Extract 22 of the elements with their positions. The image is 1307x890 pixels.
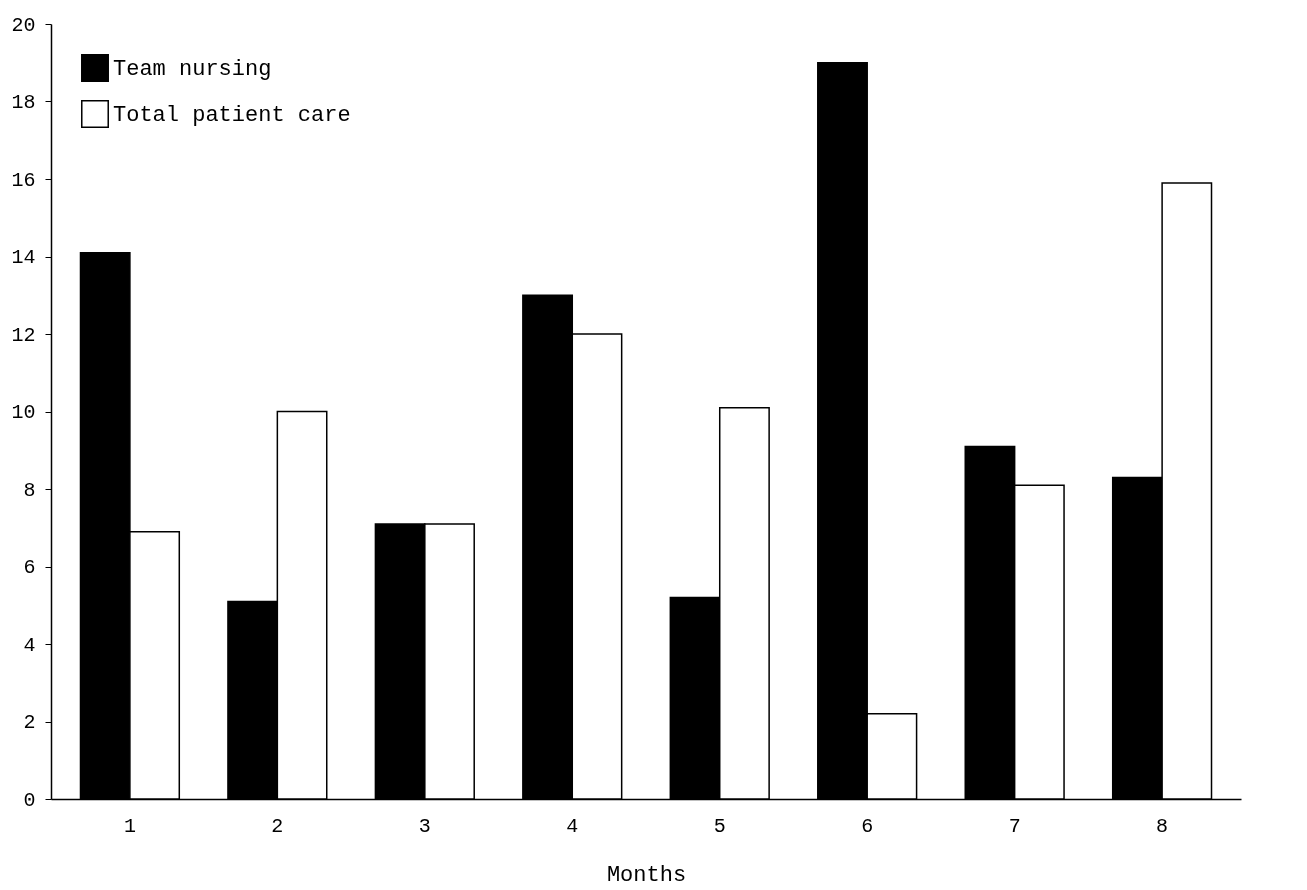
y-tick-label: 12	[11, 323, 36, 347]
y-tick-label: 16	[11, 168, 36, 192]
y-tick-label: 10	[11, 401, 36, 424]
y-tick-label: 4	[23, 633, 36, 657]
y-tick-label: 8	[23, 478, 36, 502]
x-axis-title: Months	[606, 862, 687, 888]
x-tick-label: 2	[271, 814, 284, 838]
x-tick-label: 3	[418, 814, 431, 838]
y-tick-label: 6	[23, 556, 36, 579]
legend-label: Team nursing	[113, 57, 272, 82]
y-tick-label: 18	[11, 91, 36, 114]
x-tick-label: 1	[123, 814, 136, 838]
x-tick-label: 7	[1008, 814, 1021, 838]
x-tick-label: 6	[861, 814, 874, 838]
x-tick-label: 8	[1156, 814, 1169, 838]
y-tick-label: 14	[11, 246, 36, 269]
x-tick-label: 5	[713, 814, 726, 838]
legend-label: Total patient care	[113, 103, 351, 128]
y-tick-label: 20	[11, 13, 36, 37]
y-tick-label: 2	[23, 711, 36, 734]
x-tick-label: 4	[566, 814, 579, 838]
y-tick-label: 0	[23, 788, 36, 812]
